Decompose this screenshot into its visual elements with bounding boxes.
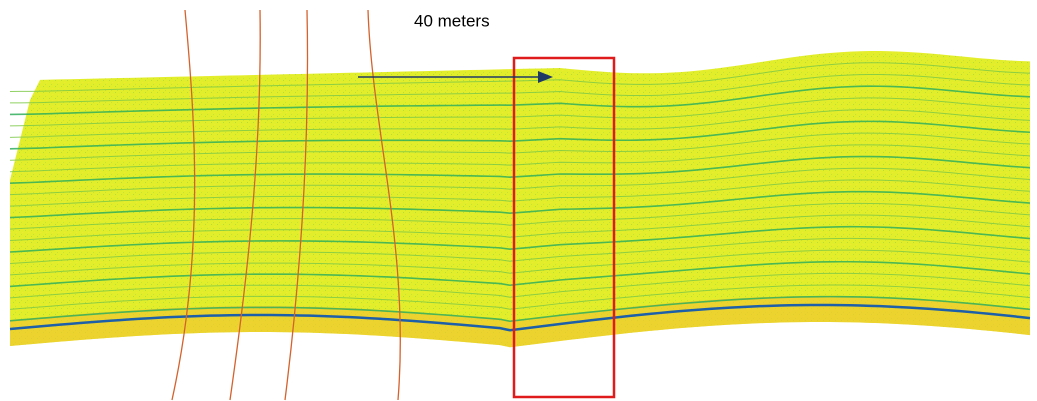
annotation-label: 40 meters: [414, 11, 490, 30]
figure: 40 meters: [0, 0, 1037, 401]
seismic-section: [10, 51, 1030, 347]
